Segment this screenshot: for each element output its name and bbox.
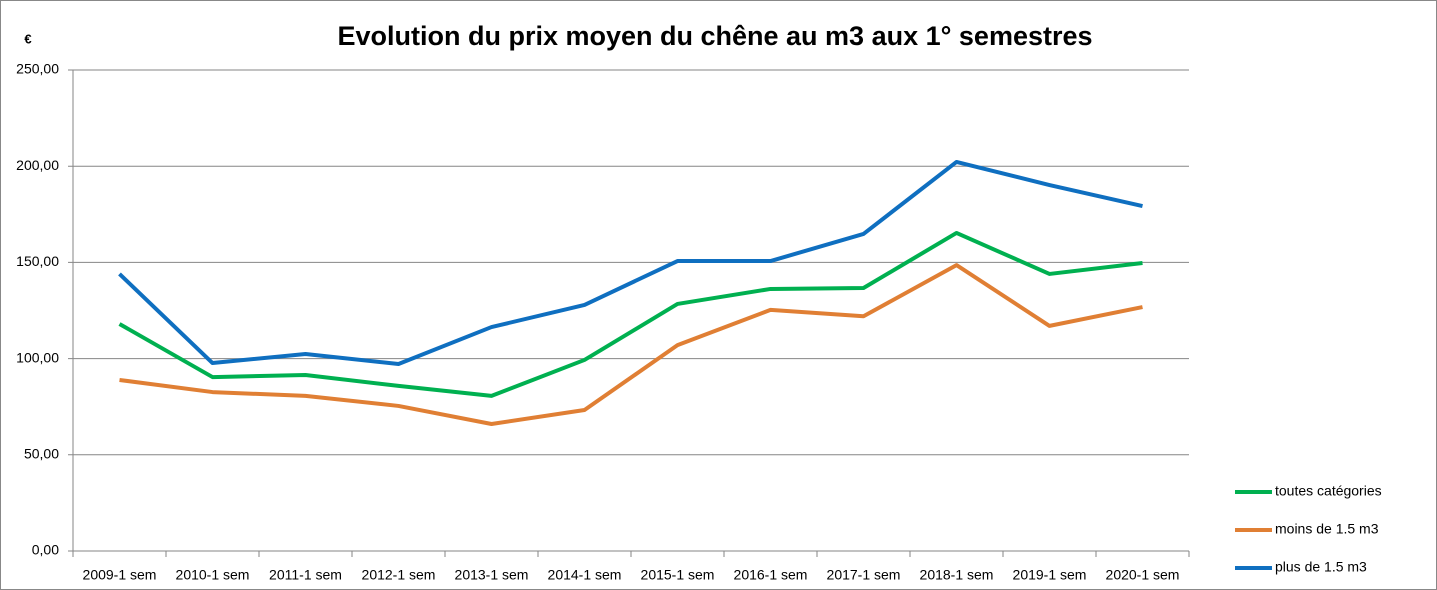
x-tick-label: 2016-1 sem — [734, 567, 808, 583]
y-tick-label: 200,00 — [16, 157, 59, 173]
x-tick-label: 2019-1 sem — [1013, 567, 1087, 583]
x-tick-label: 2010-1 sem — [176, 567, 250, 583]
legend-label: plus de 1.5 m3 — [1275, 559, 1367, 575]
x-tick-label: 2017-1 sem — [827, 567, 901, 583]
series-line — [118, 230, 1143, 398]
x-tick-label: 2013-1 sem — [455, 567, 529, 583]
x-tick-label: 2018-1 sem — [920, 567, 994, 583]
y-tick-label: 100,00 — [16, 349, 59, 365]
y-axis-label: € — [24, 31, 31, 46]
y-tick-label: 0,00 — [32, 542, 59, 558]
x-tick-label: 2015-1 sem — [641, 567, 715, 583]
x-tick-label: 2014-1 sem — [548, 567, 622, 583]
x-tick-label: 2011-1 sem — [269, 567, 342, 583]
y-tick-label: 250,00 — [16, 61, 59, 77]
legend-label: moins de 1.5 m3 — [1275, 521, 1379, 537]
chart-title: Evolution du prix moyen du chêne au m3 a… — [337, 21, 1092, 51]
y-tick-label: 50,00 — [24, 446, 59, 462]
legend-label: toutes catégories — [1275, 483, 1382, 499]
y-tick-label: 150,00 — [16, 253, 59, 269]
series-line — [118, 159, 1143, 366]
x-tick-label: 2012-1 sem — [362, 567, 436, 583]
series-line — [119, 263, 1143, 427]
x-tick-label: 2020-1 sem — [1106, 567, 1180, 583]
x-tick-label: 2009-1 sem — [83, 567, 157, 583]
